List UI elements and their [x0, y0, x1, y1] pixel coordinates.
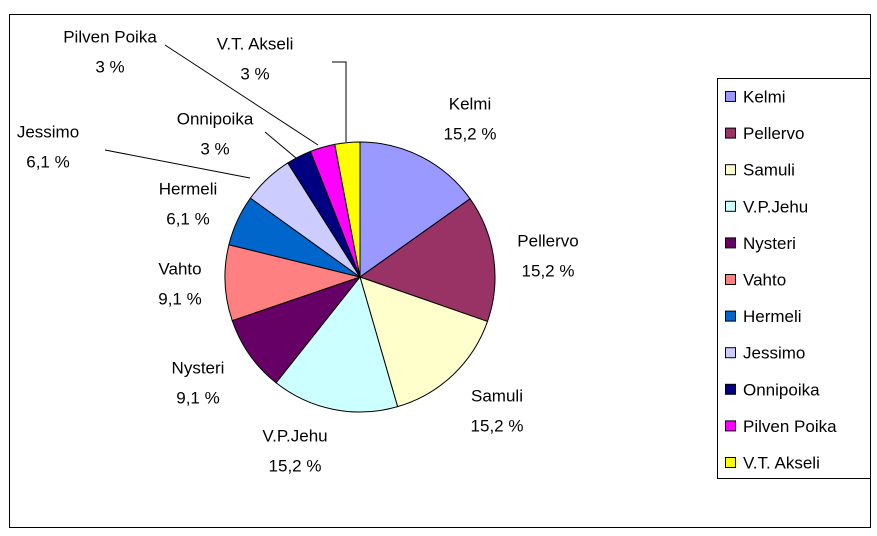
slice-label-name: Hermeli [159, 179, 218, 198]
legend-swatch [725, 347, 736, 359]
legend-label: Onnipoika [743, 380, 820, 399]
slice-label-value: 6,1 % [26, 152, 69, 171]
legend-swatch [725, 237, 736, 249]
legend-swatch [725, 420, 736, 432]
legend-label: Kelmi [743, 87, 786, 106]
legend-label: Vahto [743, 270, 786, 289]
legend-label: Pellervo [743, 124, 804, 143]
legend-swatch [725, 310, 736, 322]
slice-label-value: 9,1 % [176, 388, 219, 407]
slice-label-name: V.T. Akseli [217, 34, 294, 53]
legend-label: Nysteri [743, 234, 796, 253]
slice-label-name: Samuli [471, 386, 523, 405]
legend-swatch [725, 274, 736, 285]
slice-label-name: Kelmi [449, 94, 492, 113]
slice-label-name: Pilven Poika [63, 27, 157, 46]
slice-label-value: 3 % [240, 64, 269, 83]
slice-label-name: Vahto [158, 259, 201, 278]
legend-label: Jessimo [743, 344, 805, 363]
legend-label: Pilven Poika [743, 417, 837, 436]
slice-label-name: Onnipoika [177, 109, 254, 128]
slice-label-value: 15,2 % [522, 261, 575, 280]
slice-label-name: Jessimo [17, 122, 79, 141]
leader-line [164, 44, 319, 146]
legend-label: Samuli [743, 161, 795, 180]
legend-swatch [725, 457, 736, 468]
pie-slice [359, 141, 471, 278]
legend-label: V.T. Akseli [743, 453, 820, 472]
legend-label: Hermeli [743, 307, 802, 326]
legend-swatch [725, 164, 736, 176]
slice-label-value: 15,2 % [269, 456, 322, 475]
pie-slice [334, 141, 361, 278]
slice-label-name: Nysteri [172, 358, 225, 377]
leader-line [104, 149, 251, 179]
legend-swatch [725, 383, 736, 395]
slice-label-value: 15,2 % [444, 124, 497, 143]
slice-label-name: Pellervo [517, 231, 578, 250]
leader-line [332, 61, 347, 142]
legend-swatch [725, 127, 736, 139]
slice-label-name: V.P.Jehu [262, 426, 327, 445]
slice-label-value: 6,1 % [166, 209, 209, 228]
legend-swatch [725, 91, 736, 102]
legend-label: V.P.Jehu [743, 197, 808, 216]
pie-slice [275, 275, 399, 413]
legend-swatch [725, 200, 736, 212]
slice-label-value: 9,1 % [158, 289, 201, 308]
slice-label-value: 3 % [95, 57, 124, 76]
pie-slice [359, 276, 489, 408]
legend-box [717, 78, 871, 479]
slice-label-value: 3 % [200, 139, 229, 158]
slice-label-value: 15,2 % [471, 416, 524, 435]
pie-slice [358, 198, 496, 323]
leader-line [264, 131, 297, 159]
